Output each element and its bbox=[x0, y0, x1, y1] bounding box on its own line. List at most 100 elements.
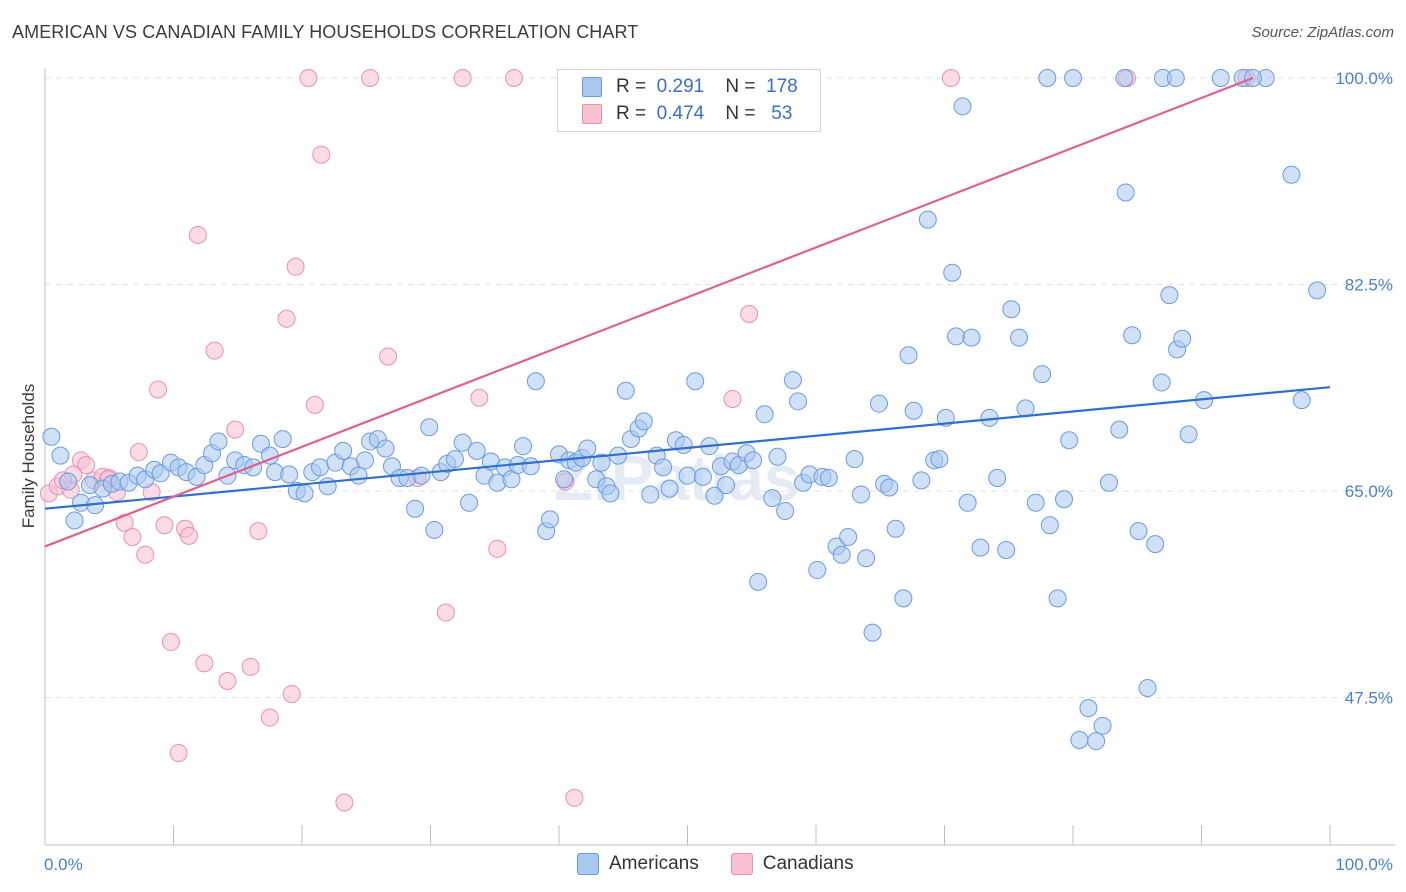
americans-point bbox=[943, 263, 962, 282]
y-tick-label: 82.5% bbox=[1345, 276, 1393, 295]
americans-point bbox=[886, 519, 905, 538]
americans-point bbox=[845, 450, 864, 469]
bottom-legend-americans: Americans bbox=[577, 853, 699, 875]
americans-point bbox=[295, 484, 314, 503]
americans-point bbox=[1079, 699, 1098, 718]
legend-n-label: N = bbox=[725, 76, 756, 97]
americans-point bbox=[460, 493, 479, 512]
americans-point bbox=[744, 451, 763, 470]
americans-point bbox=[857, 549, 876, 568]
americans-point bbox=[918, 210, 937, 229]
americans-point bbox=[832, 545, 851, 564]
americans-point bbox=[654, 458, 673, 477]
legend-r-value: 0.291 bbox=[656, 76, 705, 97]
americans-point bbox=[1115, 69, 1134, 87]
americans-point bbox=[601, 484, 620, 503]
americans-point bbox=[1173, 329, 1192, 348]
americans-point bbox=[1099, 473, 1118, 492]
americans-point bbox=[1211, 69, 1230, 87]
canadians-point bbox=[218, 671, 237, 690]
bottom-legend: Americans Canadians bbox=[577, 853, 886, 875]
americans-point bbox=[988, 469, 1007, 488]
americans-point bbox=[958, 493, 977, 512]
bottom-legend-label: Americans bbox=[609, 853, 699, 874]
canadians-point bbox=[335, 793, 354, 812]
americans-point bbox=[808, 561, 827, 580]
americans-point bbox=[1033, 365, 1052, 384]
canadians-point bbox=[241, 657, 260, 676]
americans-point bbox=[310, 458, 329, 477]
bottom-legend-label: Canadians bbox=[762, 853, 854, 874]
americans-point bbox=[686, 372, 705, 391]
americans-point bbox=[953, 97, 972, 116]
americans-point bbox=[521, 457, 540, 476]
legend-n-value: 53 bbox=[771, 103, 793, 124]
americans-point bbox=[1123, 326, 1142, 345]
canadians-point bbox=[282, 684, 301, 703]
americans-point bbox=[971, 538, 990, 557]
americans-point bbox=[578, 439, 597, 458]
legend-n-label: N = bbox=[725, 103, 756, 124]
americans-point bbox=[349, 466, 368, 485]
americans-point bbox=[1116, 183, 1135, 202]
americans-point bbox=[1138, 679, 1157, 698]
canadians-point bbox=[453, 69, 472, 87]
legend-r-label: R = bbox=[616, 76, 647, 97]
americans-point bbox=[641, 485, 660, 504]
americans-point bbox=[705, 486, 724, 505]
americans-point bbox=[1070, 730, 1089, 749]
americans-point bbox=[869, 394, 888, 413]
canadians-point bbox=[149, 380, 168, 399]
americans-point bbox=[514, 437, 533, 456]
y-tick-label: 65.0% bbox=[1345, 482, 1393, 501]
bottom-legend-canadians: Canadians bbox=[730, 853, 854, 875]
axes bbox=[44, 68, 1395, 846]
canadians-point bbox=[188, 225, 207, 244]
americans-point bbox=[1048, 589, 1067, 608]
canadians-trend-line bbox=[44, 76, 1254, 548]
canadians-point bbox=[488, 539, 507, 558]
americans-point bbox=[839, 528, 858, 547]
americans-point bbox=[592, 453, 611, 472]
americans-point bbox=[445, 450, 464, 469]
americans-point bbox=[406, 499, 425, 518]
americans-point bbox=[541, 510, 560, 529]
americans-point bbox=[1060, 431, 1079, 450]
canadians-point bbox=[565, 788, 584, 807]
legend-row-canadians: R = 0.474 N = 53 bbox=[582, 101, 792, 127]
americans-point bbox=[880, 478, 899, 497]
americans-point bbox=[273, 430, 292, 449]
canadians-point bbox=[249, 522, 268, 541]
canadians-point bbox=[436, 603, 455, 622]
americans-point bbox=[59, 472, 78, 491]
legend-r-label: R = bbox=[616, 103, 647, 124]
americans-point bbox=[51, 446, 70, 465]
americans-point bbox=[776, 502, 795, 521]
canadians-point bbox=[155, 516, 174, 535]
americans-point bbox=[280, 465, 299, 484]
americans-point bbox=[1064, 69, 1082, 87]
americans-point bbox=[819, 469, 838, 488]
americans-point bbox=[678, 466, 697, 485]
canadians-point bbox=[205, 341, 224, 360]
canadians-point bbox=[277, 309, 296, 328]
americans-point bbox=[1055, 490, 1074, 509]
americans-point bbox=[467, 441, 486, 460]
americans-point bbox=[851, 485, 870, 504]
tick-labels: 100.0% 82.5% 65.0% 47.5% 0.0% 100.0% bbox=[44, 69, 1393, 874]
legend-r-value: 0.474 bbox=[656, 103, 705, 124]
americans-point bbox=[674, 435, 693, 454]
americans-point bbox=[789, 392, 808, 411]
canadians-point bbox=[77, 456, 96, 475]
americans-point bbox=[376, 439, 395, 458]
americans-point bbox=[894, 589, 913, 608]
americans-point bbox=[555, 470, 574, 489]
americans-point bbox=[1146, 535, 1165, 554]
americans-point bbox=[412, 466, 431, 485]
americans-point bbox=[526, 372, 545, 391]
americans-point bbox=[420, 418, 439, 437]
americans-point bbox=[334, 441, 353, 460]
canadians-point bbox=[260, 708, 279, 727]
x-tick-label: 100.0% bbox=[1335, 855, 1393, 874]
